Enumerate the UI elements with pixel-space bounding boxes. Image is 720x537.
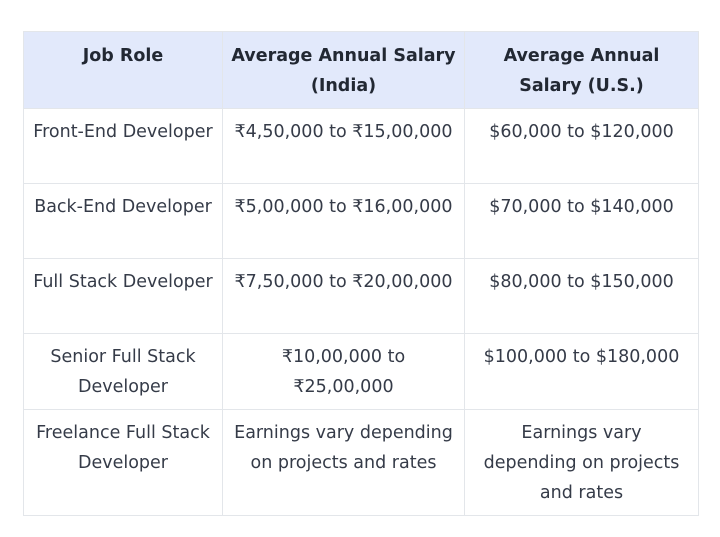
cell-job-role: Back-End Developer — [23, 183, 223, 259]
cell-salary-india: ₹5,00,000 to ₹16,00,000 — [222, 183, 465, 259]
cell-salary-us: $100,000 to $180,000 — [464, 333, 699, 410]
salary-table: Job Role Average Annual Salary (India) A… — [23, 31, 699, 516]
cell-job-role: Front-End Developer — [23, 108, 223, 184]
table-row: Front-End Developer ₹4,50,000 to ₹15,00,… — [23, 108, 699, 184]
header-salary-india: Average Annual Salary (India) — [222, 31, 465, 109]
cell-salary-us: Earnings vary depending on projects and … — [464, 409, 699, 516]
header-job-role: Job Role — [23, 31, 223, 109]
table-row: Back-End Developer ₹5,00,000 to ₹16,00,0… — [23, 183, 699, 259]
header-row: Job Role Average Annual Salary (India) A… — [23, 31, 699, 109]
cell-job-role: Senior Full Stack Developer — [23, 333, 223, 410]
cell-job-role: Full Stack Developer — [23, 258, 223, 334]
table-row: Senior Full Stack Developer ₹10,00,000 t… — [23, 333, 699, 410]
table-header: Job Role Average Annual Salary (India) A… — [23, 31, 699, 109]
header-salary-us: Average Annual Salary (U.S.) — [464, 31, 699, 109]
table-row: Freelance Full Stack Developer Earnings … — [23, 409, 699, 516]
cell-salary-india: ₹4,50,000 to ₹15,00,000 — [222, 108, 465, 184]
cell-salary-india: ₹10,00,000 to ₹25,00,000 — [222, 333, 465, 410]
table-body: Front-End Developer ₹4,50,000 to ₹15,00,… — [23, 108, 699, 516]
cell-salary-india: ₹7,50,000 to ₹20,00,000 — [222, 258, 465, 334]
salary-table-container: Job Role Average Annual Salary (India) A… — [23, 31, 699, 516]
table-row: Full Stack Developer ₹7,50,000 to ₹20,00… — [23, 258, 699, 334]
cell-salary-us: $70,000 to $140,000 — [464, 183, 699, 259]
cell-job-role: Freelance Full Stack Developer — [23, 409, 223, 516]
cell-salary-us: $60,000 to $120,000 — [464, 108, 699, 184]
cell-salary-us: $80,000 to $150,000 — [464, 258, 699, 334]
cell-salary-india: Earnings vary depending on projects and … — [222, 409, 465, 516]
